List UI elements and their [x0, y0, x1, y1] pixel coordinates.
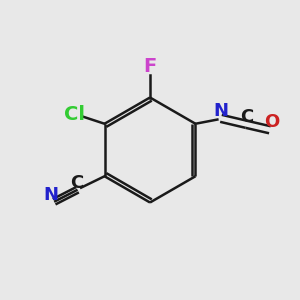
Text: C: C: [70, 174, 84, 192]
Text: N: N: [214, 102, 229, 120]
Text: Cl: Cl: [64, 105, 85, 124]
Text: O: O: [264, 113, 279, 131]
Text: C: C: [240, 108, 254, 126]
Text: F: F: [143, 56, 157, 76]
Text: N: N: [44, 186, 59, 204]
